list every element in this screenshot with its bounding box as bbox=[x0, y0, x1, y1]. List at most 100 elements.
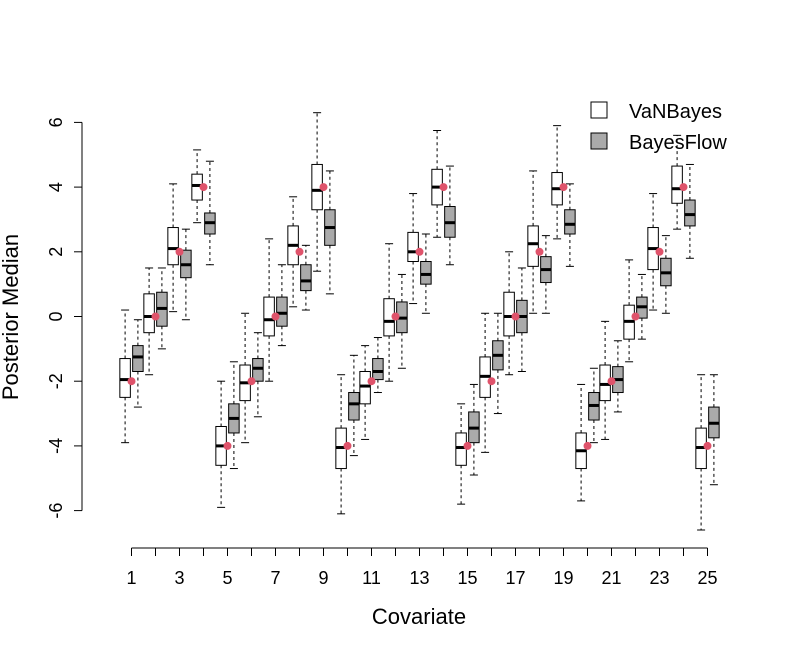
true-value-point-11 bbox=[367, 377, 376, 386]
box-vanbayes-10 bbox=[335, 374, 347, 515]
true-value-point-21 bbox=[607, 377, 616, 386]
box-iqr bbox=[564, 209, 576, 235]
box-iqr bbox=[348, 392, 360, 421]
true-value-point-1 bbox=[127, 377, 136, 386]
x-tick-label: 23 bbox=[649, 568, 669, 588]
box-bayesflow-3 bbox=[180, 228, 192, 321]
box-vanbayes-7 bbox=[263, 238, 275, 382]
box-vanbayes-12 bbox=[383, 243, 395, 382]
box-bayesflow-19 bbox=[564, 183, 576, 267]
true-value-point-24 bbox=[679, 183, 688, 192]
box-bayesflow-20 bbox=[588, 367, 600, 444]
true-value-point-2 bbox=[151, 312, 160, 321]
y-tick-label: 2 bbox=[46, 247, 66, 257]
legend-swatch-bayesflow bbox=[590, 132, 608, 150]
box-vanbayes-25 bbox=[695, 374, 707, 531]
y-axis-title: Posterior Median bbox=[0, 234, 23, 400]
box-bayesflow-11 bbox=[372, 337, 384, 394]
box-iqr bbox=[276, 296, 288, 327]
box-bayesflow-22 bbox=[636, 273, 648, 340]
x-tick-label: 19 bbox=[553, 568, 573, 588]
true-value-point-3 bbox=[175, 247, 184, 256]
x-tick-label: 25 bbox=[697, 568, 717, 588]
x-tick-label: 11 bbox=[362, 568, 381, 588]
plot-area bbox=[119, 112, 720, 531]
box-iqr bbox=[167, 227, 179, 266]
true-value-point-15 bbox=[463, 441, 472, 450]
box-iqr bbox=[455, 432, 467, 466]
box-vanbayes-18 bbox=[527, 170, 539, 314]
box-bayesflow-16 bbox=[492, 312, 504, 415]
box-vanbayes-17 bbox=[503, 251, 515, 376]
y-tick-label: 0 bbox=[46, 311, 66, 321]
box-bayesflow-6 bbox=[252, 332, 264, 418]
box-bayesflow-12 bbox=[396, 273, 408, 369]
box-vanbayes-21 bbox=[599, 320, 611, 440]
x-tick-label: 17 bbox=[505, 568, 525, 588]
y-tick-label: -6 bbox=[46, 503, 66, 519]
box-bayesflow-24 bbox=[684, 163, 696, 259]
box-bayesflow-5 bbox=[228, 361, 240, 470]
box-bayesflow-17 bbox=[516, 267, 528, 372]
box-bayesflow-8 bbox=[300, 244, 312, 311]
true-value-point-5 bbox=[223, 441, 232, 450]
x-tick-label: 7 bbox=[270, 568, 280, 588]
y-tick-label: -2 bbox=[46, 373, 66, 389]
true-value-point-20 bbox=[583, 441, 592, 450]
box-vanbayes-13 bbox=[407, 193, 419, 305]
x-tick-label: 5 bbox=[222, 568, 232, 588]
x-tick-label: 21 bbox=[601, 568, 621, 588]
box-iqr bbox=[143, 293, 155, 334]
box-iqr bbox=[119, 358, 131, 398]
true-value-point-10 bbox=[343, 441, 352, 450]
box-vanbayes-19 bbox=[551, 125, 563, 240]
box-bayesflow-4 bbox=[204, 160, 216, 266]
true-value-point-9 bbox=[319, 183, 328, 192]
true-value-point-8 bbox=[295, 247, 304, 256]
box-iqr bbox=[252, 358, 264, 382]
box-bayesflow-25 bbox=[708, 374, 720, 486]
true-value-point-16 bbox=[487, 377, 496, 386]
legend-label-bayesflow: BayesFlow bbox=[629, 132, 727, 154]
box-bayesflow-18 bbox=[540, 235, 552, 314]
box-bayesflow-15 bbox=[468, 383, 480, 476]
true-value-point-6 bbox=[247, 377, 256, 386]
box-vanbayes-6 bbox=[239, 312, 251, 444]
box-iqr bbox=[684, 199, 696, 227]
box-vanbayes-22 bbox=[623, 259, 635, 363]
box-iqr bbox=[527, 225, 539, 267]
box-iqr bbox=[132, 345, 144, 372]
box-vanbayes-9 bbox=[311, 112, 323, 272]
true-value-point-23 bbox=[655, 247, 664, 256]
legend-label-vanbayes: VaNBayes bbox=[629, 101, 722, 123]
box-vanbayes-16 bbox=[479, 312, 491, 453]
true-value-point-13 bbox=[415, 247, 424, 256]
x-tick-label: 3 bbox=[174, 568, 184, 588]
true-value-point-18 bbox=[535, 247, 544, 256]
y-tick-label: 4 bbox=[46, 182, 66, 192]
true-value-point-19 bbox=[559, 183, 568, 192]
y-tick-label: -4 bbox=[46, 438, 66, 454]
box-iqr bbox=[407, 231, 419, 263]
box-bayesflow-1 bbox=[132, 319, 144, 408]
box-vanbayes-1 bbox=[119, 309, 131, 444]
box-bayesflow-9 bbox=[324, 170, 336, 295]
legend-swatch-vanbayes bbox=[590, 101, 608, 119]
x-axis-title: Covariate bbox=[372, 604, 466, 629]
x-tick-label: 9 bbox=[318, 568, 328, 588]
y-tick-label: 6 bbox=[46, 117, 66, 127]
box-bayesflow-13 bbox=[420, 233, 432, 314]
true-value-point-14 bbox=[439, 183, 448, 192]
box-vanbayes-20 bbox=[575, 383, 587, 502]
box-vanbayes-8 bbox=[287, 196, 299, 308]
true-value-point-25 bbox=[703, 441, 712, 450]
box-iqr bbox=[300, 264, 312, 292]
box-vanbayes-2 bbox=[143, 267, 155, 376]
legend: VaNBayes BayesFlow bbox=[590, 101, 727, 154]
box-vanbayes-15 bbox=[455, 403, 467, 505]
x-tick-label: 1 bbox=[126, 568, 136, 588]
true-value-point-7 bbox=[271, 312, 280, 321]
box-bayesflow-21 bbox=[612, 340, 624, 413]
